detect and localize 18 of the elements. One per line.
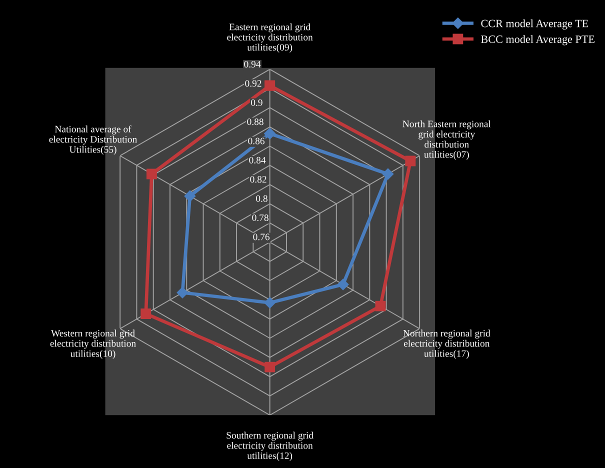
- spoke-label: North Eastern regional grid electricity distribution utilities(07): [402, 120, 491, 160]
- y-tick-label: 0.94: [244, 60, 261, 68]
- y-tick-label: 0.78: [252, 214, 268, 222]
- spoke-label: Northern regional grid electricity distribution utilities(17): [403, 330, 490, 359]
- y-tick-label: 0.8: [256, 195, 268, 202]
- y-tick-label: 0.84: [249, 156, 266, 164]
- spoke-label: Eastern regional grid electricity distribution utilities(09): [227, 23, 313, 53]
- legend-label: BCC model Average PTE: [481, 35, 594, 46]
- legend-label: CCR model Average TE: [481, 19, 588, 30]
- y-tick-label: 0.88: [247, 118, 264, 126]
- spoke-label: Southern regional grid electricity distribution utilities(12): [226, 432, 314, 461]
- spoke-label: National average of electricity Distribution Utilities(55): [49, 125, 138, 155]
- y-tick-label: 0.9: [251, 99, 262, 106]
- y-tick-label: 0.76: [253, 234, 270, 240]
- y-tick-label: 0.92: [245, 80, 262, 87]
- spoke-label: Western regional grid electricity distribution utilities(10): [50, 330, 136, 359]
- y-tick-label: 0.86: [248, 138, 265, 144]
- y-tick-label: 0.82: [250, 176, 266, 183]
